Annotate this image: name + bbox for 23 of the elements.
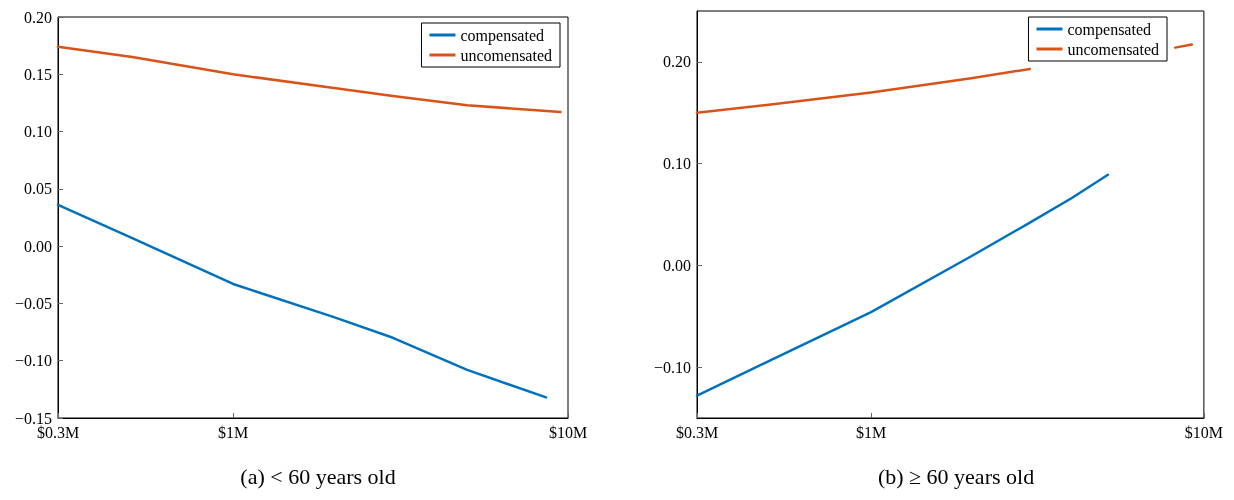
x-tick-label: $10M — [548, 423, 588, 441]
y-tick-label: 0.15 — [24, 65, 52, 83]
y-tick-label: −0.10 — [14, 352, 52, 370]
y-tick-label: 0.05 — [24, 180, 52, 198]
legend-label: compensated — [1067, 20, 1152, 39]
y-tick-label: 0.00 — [663, 256, 691, 274]
y-tick-label: −0.10 — [653, 358, 691, 376]
text: (a) < 60 years old — [240, 463, 396, 489]
y-tick-label: 0.10 — [24, 123, 52, 141]
x-tick-label: $0.3M — [36, 423, 80, 441]
legend-label: uncomensated — [460, 46, 553, 64]
x-tick-label: $1M — [217, 423, 249, 441]
y-tick-label: 0.20 — [24, 8, 52, 26]
legend-label: uncomensated — [1067, 40, 1160, 58]
y-tick-label: 0.00 — [24, 237, 52, 255]
x-tick-label: $10M — [1184, 423, 1223, 441]
text: (b) ≥ 60 years old — [877, 463, 1035, 489]
legend-label: compensated — [460, 26, 545, 45]
x-tick-label: $1M — [855, 423, 887, 441]
x-tick-label: $0.3M — [675, 423, 719, 441]
y-tick-label: −0.05 — [14, 294, 52, 312]
y-tick-label: 0.20 — [663, 53, 691, 71]
y-tick-label: 0.10 — [663, 155, 691, 173]
